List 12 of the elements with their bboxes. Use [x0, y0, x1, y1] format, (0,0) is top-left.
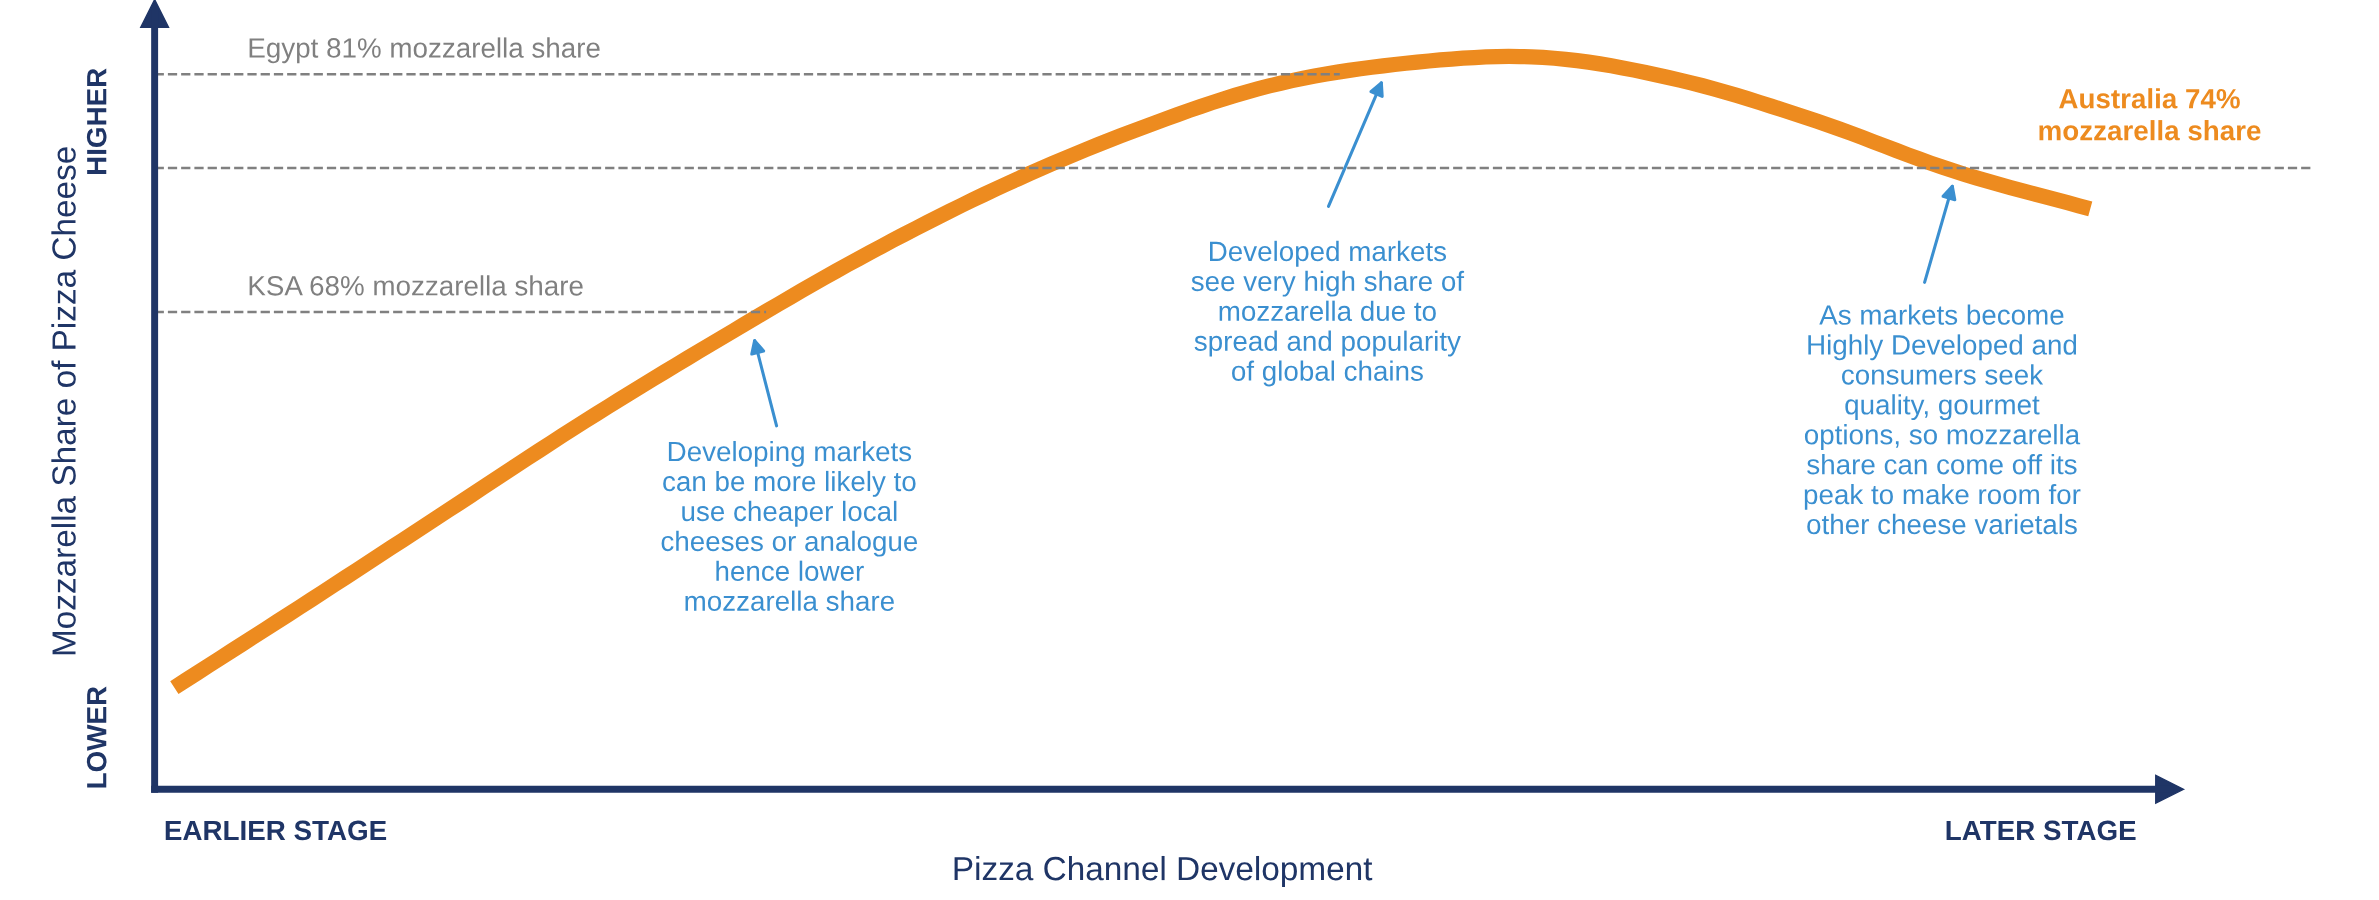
annotation: Developing markets can be more likely to use cheaper local cheeses or analogue hence lower mozzarella share [661, 440, 918, 611]
text: HIGHER [86, 68, 107, 174]
ref-line-label: KSA 68% mozzarella share [249, 275, 583, 296]
annotation: As markets become Highly Developed and consumers seek quality, gourmet options, so mozzarella share can come off its peak to make room for other cheese varietals [1804, 304, 2081, 535]
annotation: Developed markets see very high share of mozzarella due to spread and popularity of global chains [1191, 240, 1465, 387]
ref-line-label: Egypt 81% mozzarella share [249, 37, 600, 64]
text: EARLIER STAGE [165, 820, 387, 841]
x-axis-title: Pizza Channel Development [954, 855, 1373, 888]
text: LOWER [86, 686, 107, 788]
ref-line-label: Australia 74% mozzarella share [2039, 88, 2261, 141]
text: LATER STAGE [1946, 820, 2136, 841]
y-axis-title: Mozzarella Share of Pizza Cheese [51, 147, 76, 655]
